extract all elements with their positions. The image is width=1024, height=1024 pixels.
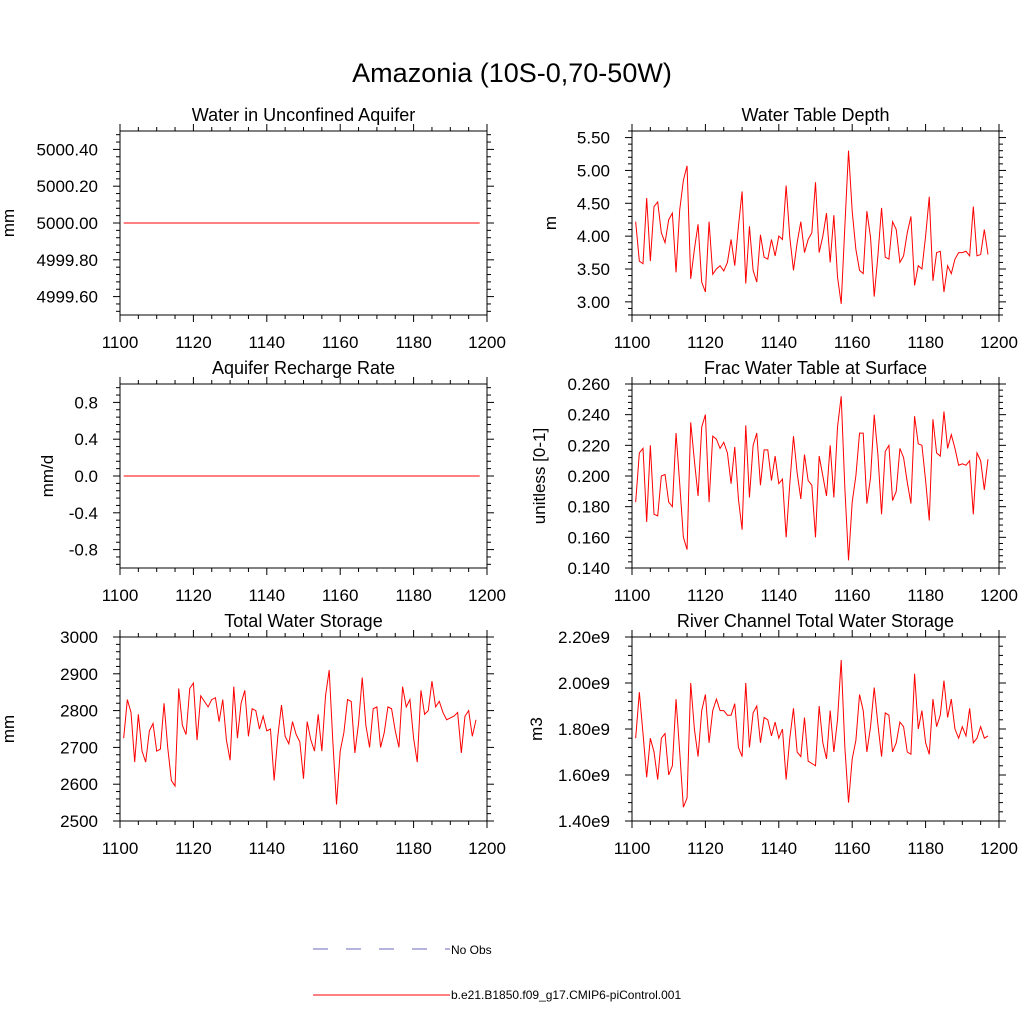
y-axis-label: mm/d bbox=[38, 455, 57, 498]
x-tick-label: 1100 bbox=[614, 333, 651, 352]
panel-0: Water in Unconfined Aquifer mm 1100 1120 114… bbox=[0, 105, 506, 352]
y-tick-label: 4999.60 bbox=[37, 288, 98, 307]
series-line-0 bbox=[123, 670, 477, 805]
y-tick-label: -0.8 bbox=[69, 541, 98, 560]
x-tick-label: 1120 bbox=[175, 333, 212, 352]
y-tick-label: 2.20e9 bbox=[558, 628, 610, 647]
x-tick-label: 1200 bbox=[468, 839, 506, 858]
x-tick-label: 1200 bbox=[980, 839, 1018, 858]
y-tick-label: 0.8 bbox=[74, 393, 98, 412]
x-tick-label: 1160 bbox=[322, 333, 359, 352]
x-tick-label: 1120 bbox=[175, 586, 212, 605]
y-tick-label: 0.220 bbox=[567, 436, 610, 455]
panel-1: Water Table Depth m 1100 1120 1140 1160 1180 12… bbox=[541, 105, 1018, 352]
y-tick-label: 1.80e9 bbox=[558, 720, 610, 739]
y-tick-label: 0.140 bbox=[567, 559, 610, 578]
y-tick-label: 0.260 bbox=[567, 375, 610, 394]
y-tick-label: 3.00 bbox=[577, 293, 610, 312]
x-tick-label: 1120 bbox=[687, 839, 724, 858]
x-tick-label: 1200 bbox=[468, 586, 506, 605]
y-tick-label: 2800 bbox=[60, 702, 98, 721]
panel-3: Frac Water Table at Surface unitless [0-1… bbox=[530, 358, 1018, 605]
panel-4: Total Water Storage mm 1100 1120 1140 1160 118… bbox=[0, 611, 506, 858]
x-tick-label: 1180 bbox=[907, 333, 944, 352]
y-tick-label: 5.00 bbox=[577, 161, 610, 180]
y-tick-label: 0.240 bbox=[567, 406, 610, 425]
series-line-0 bbox=[635, 396, 989, 561]
x-tick-label: 1120 bbox=[175, 839, 212, 858]
x-tick-label: 1100 bbox=[102, 839, 139, 858]
y-axis-label: m bbox=[541, 216, 560, 230]
y-tick-label: 0.0 bbox=[74, 467, 98, 486]
y-tick-label: 0.4 bbox=[74, 430, 98, 449]
x-tick-label: 1180 bbox=[907, 586, 944, 605]
x-tick-label: 1160 bbox=[834, 333, 871, 352]
series-line-0 bbox=[635, 659, 989, 808]
y-tick-label: 5000.40 bbox=[37, 140, 98, 159]
x-tick-label: 1160 bbox=[322, 586, 359, 605]
y-tick-label: 2500 bbox=[60, 812, 98, 831]
x-tick-label: 1180 bbox=[395, 333, 432, 352]
panel-title: Water in Unconfined Aquifer bbox=[192, 105, 415, 125]
x-tick-label: 1180 bbox=[395, 586, 432, 605]
panel-title: Water Table Depth bbox=[741, 105, 889, 125]
panel-2: Aquifer Recharge Rate mm/d 1100 1120 1140 116… bbox=[38, 358, 506, 605]
panel-title: Total Water Storage bbox=[224, 611, 382, 631]
x-tick-label: 1160 bbox=[322, 839, 359, 858]
x-tick-label: 1200 bbox=[468, 333, 506, 352]
x-tick-label: 1120 bbox=[687, 333, 724, 352]
x-tick-label: 1100 bbox=[614, 586, 651, 605]
x-tick-label: 1100 bbox=[102, 333, 139, 352]
x-tick-label: 1140 bbox=[249, 333, 286, 352]
x-tick-label: 1180 bbox=[907, 839, 944, 858]
y-tick-label: 0.180 bbox=[567, 498, 610, 517]
y-tick-label: 4.00 bbox=[577, 227, 610, 246]
y-tick-label: 2900 bbox=[60, 665, 98, 684]
x-tick-label: 1140 bbox=[761, 333, 798, 352]
x-tick-label: 1180 bbox=[395, 839, 432, 858]
y-axis-label: mm bbox=[0, 209, 18, 237]
y-tick-label: 3000 bbox=[60, 628, 98, 647]
figure-title: Amazonia (10S-0,70-50W) bbox=[352, 58, 672, 88]
y-axis-label: unitless [0-1] bbox=[530, 428, 549, 524]
panel-title: Frac Water Table at Surface bbox=[704, 358, 927, 378]
y-tick-label: 5.50 bbox=[577, 129, 610, 148]
y-tick-label: 1.40e9 bbox=[558, 812, 610, 831]
legend-model-label: b.e21.B1850.f09_g17.CMIP6-piControl.001 bbox=[451, 988, 681, 1002]
x-tick-label: 1200 bbox=[980, 586, 1018, 605]
legend: No Obs b.e21.B1850.f09_g17.CMIP6-piContr… bbox=[313, 943, 681, 1002]
y-tick-label: 5000.20 bbox=[37, 177, 98, 196]
x-tick-label: 1160 bbox=[834, 839, 871, 858]
x-tick-label: 1140 bbox=[761, 586, 798, 605]
x-tick-label: 1140 bbox=[249, 839, 286, 858]
panel-title: River Channel Total Water Storage bbox=[677, 611, 954, 631]
panels: Water in Unconfined Aquifer mm 1100 1120 114… bbox=[0, 105, 1018, 858]
y-tick-label: 5000.00 bbox=[37, 214, 98, 233]
y-tick-label: 0.200 bbox=[567, 467, 610, 486]
legend-no-obs-label: No Obs bbox=[451, 943, 492, 957]
x-tick-label: 1140 bbox=[249, 586, 286, 605]
x-tick-label: 1100 bbox=[102, 586, 139, 605]
panel-title: Aquifer Recharge Rate bbox=[212, 358, 395, 378]
y-axis-label: mm bbox=[0, 715, 18, 743]
x-tick-label: 1100 bbox=[614, 839, 651, 858]
x-tick-label: 1120 bbox=[687, 586, 724, 605]
y-axis-label: m3 bbox=[527, 717, 546, 741]
y-tick-label: 2700 bbox=[60, 738, 98, 757]
y-tick-label: 4999.80 bbox=[37, 251, 98, 270]
y-tick-label: 4.50 bbox=[577, 194, 610, 213]
x-tick-label: 1140 bbox=[761, 839, 798, 858]
y-tick-label: 3.50 bbox=[577, 260, 610, 279]
y-tick-label: 1.60e9 bbox=[558, 766, 610, 785]
y-tick-label: 2.00e9 bbox=[558, 674, 610, 693]
x-tick-label: 1160 bbox=[834, 586, 871, 605]
series-line-0 bbox=[635, 150, 989, 304]
x-tick-label: 1200 bbox=[980, 333, 1018, 352]
plot-frame bbox=[119, 636, 488, 822]
y-tick-label: 2600 bbox=[60, 775, 98, 794]
y-tick-label: -0.4 bbox=[69, 504, 98, 523]
y-tick-label: 0.160 bbox=[567, 528, 610, 547]
